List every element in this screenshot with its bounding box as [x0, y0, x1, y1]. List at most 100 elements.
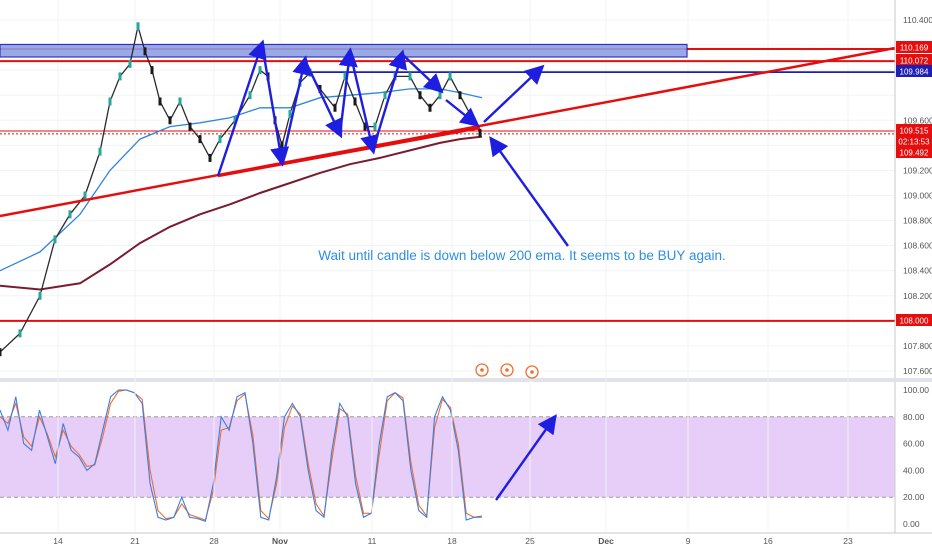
- candle: [150, 66, 154, 75]
- price-tick-label: 108.800: [903, 216, 932, 226]
- price-series: [0, 22, 482, 357]
- stoch-tick-label: 20.00: [903, 492, 925, 502]
- candle: [178, 97, 182, 106]
- moving-averages: [0, 88, 483, 291]
- candle: [468, 110, 472, 119]
- candle: [428, 103, 432, 112]
- price-tick-label: 109.600: [903, 115, 932, 125]
- candle: [363, 122, 367, 131]
- price-tick-label: 107.600: [903, 366, 932, 376]
- zigzag-arrow: [371, 49, 408, 151]
- price-label-text: 02:13:53: [898, 138, 930, 147]
- price-label-box: [896, 146, 932, 158]
- candle: [383, 91, 387, 100]
- price-tick-label: 108.200: [903, 291, 932, 301]
- time-tick-label: 21: [130, 536, 140, 546]
- time-tick-label: Dec: [598, 536, 614, 546]
- time-tick-label: 23: [843, 536, 853, 546]
- candle: [280, 141, 284, 150]
- price-label-text: 110.169: [900, 44, 929, 53]
- candle: [343, 72, 347, 81]
- event-badge-dot: [530, 370, 534, 374]
- ema-200-line: [0, 135, 483, 291]
- candle: [448, 72, 452, 81]
- candle: [288, 110, 292, 119]
- candle: [143, 47, 147, 56]
- stochastic-axis: 100.00 80.00 60.00 40.00 20.00 0.00: [903, 385, 929, 529]
- time-tick-label: 14: [53, 536, 63, 546]
- candle: [38, 291, 42, 300]
- candle: [53, 235, 57, 244]
- time-tick-label: Nov: [272, 536, 288, 546]
- resistance-box: [0, 43, 688, 58]
- stoch-tick-label: 40.00: [903, 465, 925, 475]
- price-tick-label: 109.000: [903, 191, 932, 201]
- candle: [68, 210, 72, 219]
- pointer-arrow: [489, 136, 569, 247]
- zigzag-arrow: [216, 39, 267, 177]
- price-label-box: [896, 124, 932, 136]
- price-label-text: 110.072: [900, 57, 929, 66]
- price-label-box: [896, 135, 932, 147]
- time-tick-label: 9: [686, 536, 691, 546]
- price-label-text: 108.000: [900, 317, 929, 326]
- price-label-box: [896, 314, 932, 326]
- candle: [18, 329, 22, 338]
- stoch-band: [0, 416, 895, 498]
- candle: [218, 135, 222, 144]
- candle: [233, 116, 237, 125]
- stoch-tick-label: 60.00: [903, 439, 925, 449]
- price-tick-label: 108.400: [903, 266, 932, 276]
- candle: [188, 122, 192, 131]
- price-label-text: 109.984: [900, 68, 929, 77]
- candle: [258, 66, 262, 75]
- candle: [158, 97, 162, 106]
- zigzag-arrow: [401, 53, 444, 94]
- stochastic-pane: [0, 378, 932, 533]
- time-axis[interactable]: 142128Nov111825Dec916234: [0, 532, 932, 546]
- candle: [198, 135, 202, 144]
- time-tick-label: 25: [525, 536, 535, 546]
- candle: [438, 91, 442, 100]
- stoch-tick-label: 0.00: [903, 519, 920, 529]
- indicator-badges[interactable]: [475, 363, 539, 379]
- pane-separator: [0, 378, 932, 382]
- price-tick-label: 108.600: [903, 241, 932, 251]
- candle: [83, 191, 87, 200]
- event-badge-dot: [505, 368, 509, 372]
- candle: [333, 103, 337, 112]
- candle: [168, 116, 172, 125]
- stoch-arrow: [495, 414, 557, 501]
- time-grid: [57, 0, 849, 533]
- candle: [0, 348, 2, 357]
- time-tick-label: 11: [368, 536, 377, 546]
- time-tick-label: 16: [763, 536, 773, 546]
- price-label-text: 109.492: [900, 149, 929, 158]
- resistance-band: [0, 43, 688, 58]
- support-trendline: [217, 126, 481, 178]
- candle: [418, 91, 422, 100]
- candle: [478, 128, 482, 137]
- stoch-tick-label: 100.00: [903, 385, 929, 395]
- zigzag-arrow: [348, 51, 380, 155]
- candle: [98, 147, 102, 156]
- price-label-box: [896, 65, 932, 77]
- price-labels: 110.169 110.072 109.984 109.515 02:13:53 109.…: [896, 41, 932, 326]
- stoch-tick-label: 80.00: [903, 412, 925, 422]
- price-tick-label: 107.800: [903, 341, 932, 351]
- annotation-arrows: [216, 39, 569, 501]
- candle: [108, 97, 112, 106]
- time-tick-label: 18: [447, 536, 457, 546]
- rising-trendline: [0, 46, 896, 218]
- trendlines: [0, 46, 896, 218]
- price-tick-label: 109.200: [903, 165, 932, 175]
- stoch-k-line: [0, 389, 483, 523]
- candle: [136, 22, 140, 31]
- down-arrow: [445, 99, 480, 127]
- zigzag-arrow: [303, 59, 343, 139]
- annotation-text: Wait until candle is down below 200 ema.…: [318, 248, 725, 263]
- candle: [248, 91, 252, 100]
- event-badge-dot: [480, 368, 484, 372]
